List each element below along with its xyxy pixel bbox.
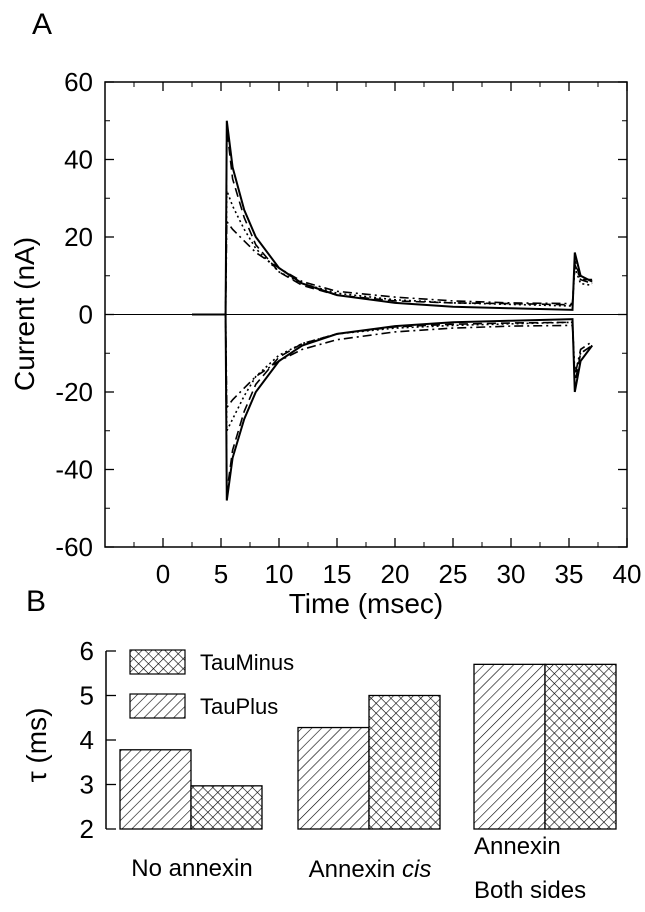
plot-b-bars <box>119 663 617 830</box>
y-tick-label-a: -60 <box>55 532 93 562</box>
x-tick-label-a: 30 <box>497 559 526 589</box>
category-label-no-annexin: No annexin <box>131 855 252 882</box>
y-tick-label-b: 5 <box>80 681 94 711</box>
x-tick-label-a: 20 <box>381 559 410 589</box>
y-tick-label-a: 40 <box>64 145 93 175</box>
x-tick-label-a: 15 <box>323 559 352 589</box>
plot-a-series <box>105 120 627 501</box>
trace-4 <box>192 219 593 316</box>
x-tick-label-a: 0 <box>156 559 170 589</box>
bar-tauminus-2 <box>368 694 441 830</box>
category-label-annexin-both-line2: Both sides <box>474 877 586 904</box>
trace-2 <box>192 128 593 316</box>
y-tick-label-b: 6 <box>80 636 94 666</box>
x-tick-label-a: 40 <box>613 559 642 589</box>
bar-tauplus-1 <box>119 749 192 830</box>
trace-8 <box>192 313 593 410</box>
bar-tauplus-3 <box>473 663 546 830</box>
trace-3 <box>192 190 593 316</box>
trace-7 <box>192 313 593 432</box>
bar-tauplus-2 <box>297 726 370 830</box>
x-tick-label-a: 10 <box>265 559 294 589</box>
x-tick-label-a: 35 <box>555 559 584 589</box>
y-tick-label-b: 4 <box>80 725 94 755</box>
y-tick-label-a: 60 <box>64 67 93 97</box>
legend-label-tauplus: TauPlus <box>200 694 278 719</box>
y-tick-label-b: 3 <box>80 770 94 800</box>
y-tick-label-a: 20 <box>64 222 93 252</box>
panel-label-b: B <box>26 585 46 618</box>
plot-b-ticks: 2 3 4 5 6 <box>80 636 116 844</box>
legend: TauMinus TauPlus <box>129 649 294 719</box>
category-labels: No annexin Annexin cis Annexin Both side… <box>131 833 586 904</box>
panel-a: A 0 5 10 15 20 25 30 35 40 -60 -40 -20 0 20 40 60 Time … <box>9 8 641 619</box>
y-tick-label-a: -40 <box>55 455 93 485</box>
y-tick-label-a: -20 <box>55 377 93 407</box>
x-tick-label-a: 25 <box>439 559 468 589</box>
trace-1 <box>192 120 593 316</box>
category-label-annexin-both-line1: Annexin <box>474 833 561 860</box>
panel-label-a: A <box>32 8 52 41</box>
trace-6 <box>192 313 593 493</box>
category-label-annexin-cis: Annexin cis <box>309 856 432 883</box>
y-axis-title-a: Current (nA) <box>9 237 40 391</box>
panel-b: B 2 3 4 5 6 τ (ms) TauMinus TauPlus No annex… <box>21 585 617 904</box>
plot-a-ticks: 0 5 10 15 20 25 30 35 40 -60 -40 -20 0 20 40 60 <box>55 67 641 589</box>
y-tick-label-a: 0 <box>79 300 93 330</box>
legend-swatch-tauminus <box>129 649 186 675</box>
x-axis-title-a: Time (msec) <box>289 588 444 619</box>
legend-swatch-tauplus <box>129 693 186 719</box>
y-tick-label-b: 2 <box>80 814 94 844</box>
legend-label-tauminus: TauMinus <box>200 650 294 675</box>
bar-tauminus-3 <box>544 663 617 830</box>
bar-tauminus-1 <box>190 785 263 830</box>
y-axis-title-b: τ (ms) <box>21 708 52 783</box>
x-tick-label-a: 5 <box>214 559 228 589</box>
trace-5 <box>192 313 594 501</box>
